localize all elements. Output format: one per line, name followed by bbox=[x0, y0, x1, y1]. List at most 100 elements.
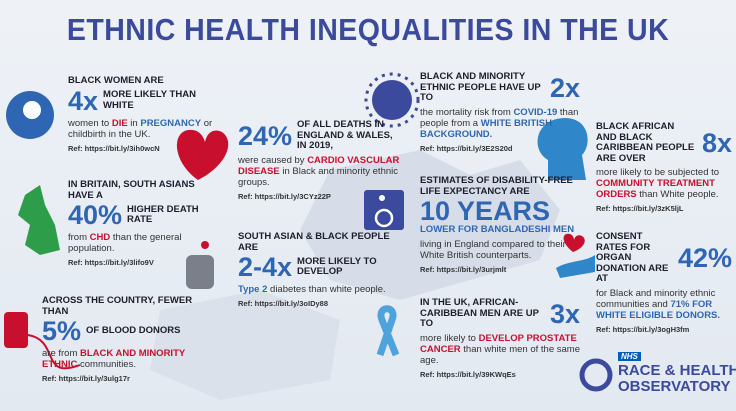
stat-block: BLACK AFRICAN AND BLACK CARIBBEAN PEOPLE… bbox=[596, 121, 732, 213]
hand-icon bbox=[186, 255, 214, 289]
body-segment: Type 2 bbox=[238, 284, 268, 295]
reference: Ref: https://bit.ly/3ogH3fm bbox=[596, 324, 690, 334]
stat: 24% bbox=[238, 120, 293, 151]
body-segment: than people from a bbox=[420, 106, 579, 129]
fetus-icon bbox=[23, 101, 41, 119]
stat-row: 5% OF BLOOD DONORS bbox=[42, 317, 217, 345]
body-segment: are from bbox=[42, 348, 81, 359]
heading-row: IN THE UK, AFRICAN-CARIBBEAN MEN ARE UP … bbox=[420, 297, 580, 330]
body-text: were caused by CARDIO VASCULAR DISEASE i… bbox=[238, 155, 403, 188]
body-segment: in Black and minority ethnic groups. bbox=[238, 165, 398, 188]
heading-row: BLACK AFRICAN AND BLACK CARIBBEAN PEOPLE… bbox=[596, 121, 732, 164]
body-text: more likely to be subjected to COMMUNITY… bbox=[596, 167, 732, 200]
body-segment: DIE bbox=[111, 117, 128, 129]
body-text: Type 2 diabetes than white people. bbox=[238, 284, 403, 295]
stat-block: IN BRITAIN, SOUTH ASIANS HAVE A 40% HIGHER… bbox=[68, 179, 218, 267]
body-segment: than white men of the same age. bbox=[420, 343, 580, 366]
stat-block: ACROSS THE COUNTRY, FEWER THAN 5% OF BLOOD… bbox=[42, 295, 217, 383]
heart-icon bbox=[563, 233, 585, 252]
reference: Ref: https://bit.ly/3lifo9V bbox=[68, 258, 154, 267]
body-segment: PREGNANCY bbox=[140, 117, 202, 129]
stat-block: SOUTH ASIAN & BLACK PEOPLE ARE 2-4x MORE L… bbox=[238, 231, 403, 308]
heading: IN BRITAIN, SOUTH ASIANS HAVE A bbox=[68, 179, 195, 201]
stat: 8x bbox=[701, 128, 732, 158]
stat-row: 24% OF ALL DEATHS IN ENGLAND & WALES, IN … bbox=[238, 119, 403, 152]
heading: BLACK AFRICAN AND BLACK CARIBBEAN PEOPLE… bbox=[596, 121, 695, 164]
stat-block: BLACK AND MINORITY ETHNIC PEOPLE HAVE UP… bbox=[420, 71, 580, 153]
body-segment: BLACK AND MINORITY ETHNIC bbox=[42, 348, 186, 370]
reference: Ref: https://bit.ly/3zK5ljL bbox=[596, 204, 684, 213]
blood-bag-icon bbox=[4, 312, 28, 348]
body-segment: in bbox=[127, 117, 141, 129]
stat-block: IN THE UK, AFRICAN-CARIBBEAN MEN ARE UP … bbox=[420, 297, 580, 378]
heading-row: BLACK AND MINORITY ETHNIC PEOPLE HAVE UP… bbox=[420, 71, 580, 104]
heading: ESTIMATES OF DISABILITY-FREE LIFE EXPECT… bbox=[420, 175, 573, 197]
body-segment: than the general population. bbox=[68, 232, 182, 254]
logo-text: OBSERVATORY bbox=[618, 378, 731, 395]
body-segment: women to bbox=[68, 117, 112, 129]
stat: 4x bbox=[68, 85, 99, 116]
stat: 2-4x bbox=[238, 252, 293, 282]
title: ETHNIC HEALTH INEQUALITIES IN THE UK bbox=[66, 12, 670, 47]
body-text: more likely to DEVELOP PROSTATE CANCER t… bbox=[420, 333, 580, 366]
wheelchair-icon bbox=[379, 195, 385, 201]
hand-icon bbox=[556, 255, 595, 278]
reference: Ref: https://bit.ly/3E2S20d bbox=[420, 143, 513, 153]
body-segment: CHD bbox=[89, 232, 111, 243]
map-shape bbox=[300, 150, 560, 300]
virus-icon bbox=[364, 72, 420, 128]
virus-icon bbox=[372, 80, 412, 120]
stat-text: MORE LIKELY TO DEVELOP bbox=[297, 255, 377, 277]
blood-tube bbox=[27, 334, 81, 370]
stat-text: OF BLOOD DONORS bbox=[86, 324, 181, 336]
stat: 5% bbox=[42, 316, 82, 346]
ribbon-icon bbox=[376, 305, 400, 357]
body-segment: more likely to bbox=[420, 332, 479, 344]
body-text: are from BLACK AND MINORITY ETHNIC commu… bbox=[42, 348, 217, 370]
stat: 10 YEARS bbox=[420, 196, 551, 226]
stat-text: HIGHER DEATH RATE bbox=[127, 203, 199, 225]
heading: IN THE UK, AFRICAN-CARIBBEAN MEN ARE UP … bbox=[420, 297, 539, 329]
heading: ACROSS THE COUNTRY, FEWER THAN bbox=[42, 295, 193, 317]
body-text: from CHD than the general population. bbox=[68, 232, 218, 254]
body-segment: from bbox=[68, 232, 90, 243]
heart-icon bbox=[176, 129, 229, 180]
stat-block: BLACK WOMEN ARE 4x MORE LIKELY THAN WHITE w… bbox=[68, 75, 218, 153]
body-segment: or childbirth in the UK. bbox=[68, 117, 213, 140]
reference: Ref: https://bit.ly/3CYz22P bbox=[238, 191, 331, 201]
body-segment: COVID-19 bbox=[513, 106, 558, 118]
uk-map-icon bbox=[18, 185, 60, 255]
heading-row: CONSENT RATES FOR ORGAN DONATION ARE AT 4… bbox=[596, 231, 732, 285]
stat-text: MORE LIKELY THAN WHITE bbox=[103, 89, 196, 111]
reference: Ref: https://bit.ly/3ih0wcN bbox=[68, 143, 160, 153]
stat-row: 2-4x MORE LIKELY TO DEVELOP bbox=[238, 253, 403, 281]
body-segment: 71% FOR WHITE ELIGIBLE DONORS. bbox=[596, 298, 721, 321]
body-segment: living in England compared to their Whit… bbox=[420, 238, 566, 261]
stat: 40% bbox=[68, 200, 123, 230]
body-text: the mortality risk from COVID-19 than pe… bbox=[420, 107, 580, 140]
stat: 42% bbox=[677, 243, 732, 274]
body-segment: CARDIO VASCULAR DISEASE bbox=[238, 154, 400, 177]
head-icon bbox=[537, 118, 588, 180]
logo-mark bbox=[579, 358, 613, 392]
body-segment: DEVELOP PROSTATE CANCER bbox=[420, 332, 577, 355]
body-segment: the mortality risk from bbox=[420, 106, 514, 118]
body-segment: than White people. bbox=[636, 189, 719, 200]
stat-text: LOWER FOR BANGLADESHI MEN bbox=[420, 224, 575, 235]
body-text: for Black and minority ethnic communitie… bbox=[596, 288, 732, 321]
heading: BLACK WOMEN ARE bbox=[68, 75, 164, 86]
heading: SOUTH ASIAN & BLACK PEOPLE ARE bbox=[238, 231, 390, 253]
logo-badge: NHS bbox=[618, 352, 641, 361]
wheelchair-icon bbox=[374, 208, 394, 228]
stat-block: 24% OF ALL DEATHS IN ENGLAND & WALES, IN … bbox=[238, 119, 403, 201]
stat-block: ESTIMATES OF DISABILITY-FREE LIFE EXPECT… bbox=[420, 175, 580, 273]
stat: 3x bbox=[549, 298, 580, 329]
stat-text: OF ALL DEATHS IN ENGLAND & WALES, IN 201… bbox=[297, 119, 393, 151]
map-shape bbox=[150, 290, 340, 400]
body-segment: COMMUNITY TREATMENT ORDERS bbox=[596, 178, 715, 200]
stat-row: 40% HIGHER DEATH RATE bbox=[68, 201, 218, 229]
body-segment: diabetes than white people. bbox=[267, 284, 386, 295]
heading: CONSENT RATES FOR ORGAN DONATION ARE AT bbox=[596, 231, 669, 284]
